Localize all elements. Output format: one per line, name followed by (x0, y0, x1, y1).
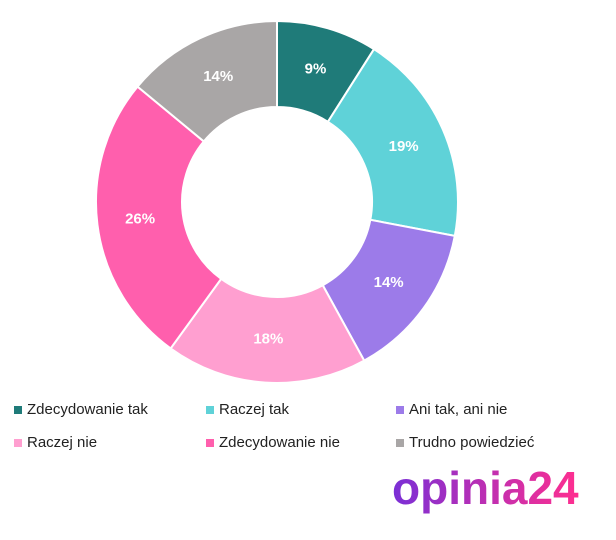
legend-label: Ani tak, ani nie (409, 401, 507, 418)
legend-label: Trudno powiedzieć (409, 434, 535, 451)
data-label: 14% (203, 68, 233, 85)
data-label: 14% (374, 274, 404, 291)
data-label: 18% (253, 331, 283, 348)
legend-swatch (396, 439, 404, 447)
donut-slice (169, 277, 366, 384)
data-label: 26% (125, 210, 155, 227)
donut-slice (326, 47, 459, 238)
legend-swatch (14, 439, 22, 447)
legend-label: Zdecydowanie nie (219, 434, 340, 451)
legend-swatch (206, 406, 214, 414)
legend-label: Raczej nie (27, 434, 97, 451)
legend-swatch (206, 439, 214, 447)
donut-slice (136, 19, 278, 143)
data-label: 9% (305, 60, 327, 77)
data-label: 19% (389, 138, 419, 155)
legend-swatch (396, 406, 404, 414)
legend-label: Raczej tak (219, 401, 290, 418)
donut-slice (95, 85, 223, 350)
legend-label: Zdecydowanie tak (27, 401, 148, 418)
legend-swatch (14, 406, 22, 414)
logo: opinia24 (392, 462, 579, 514)
